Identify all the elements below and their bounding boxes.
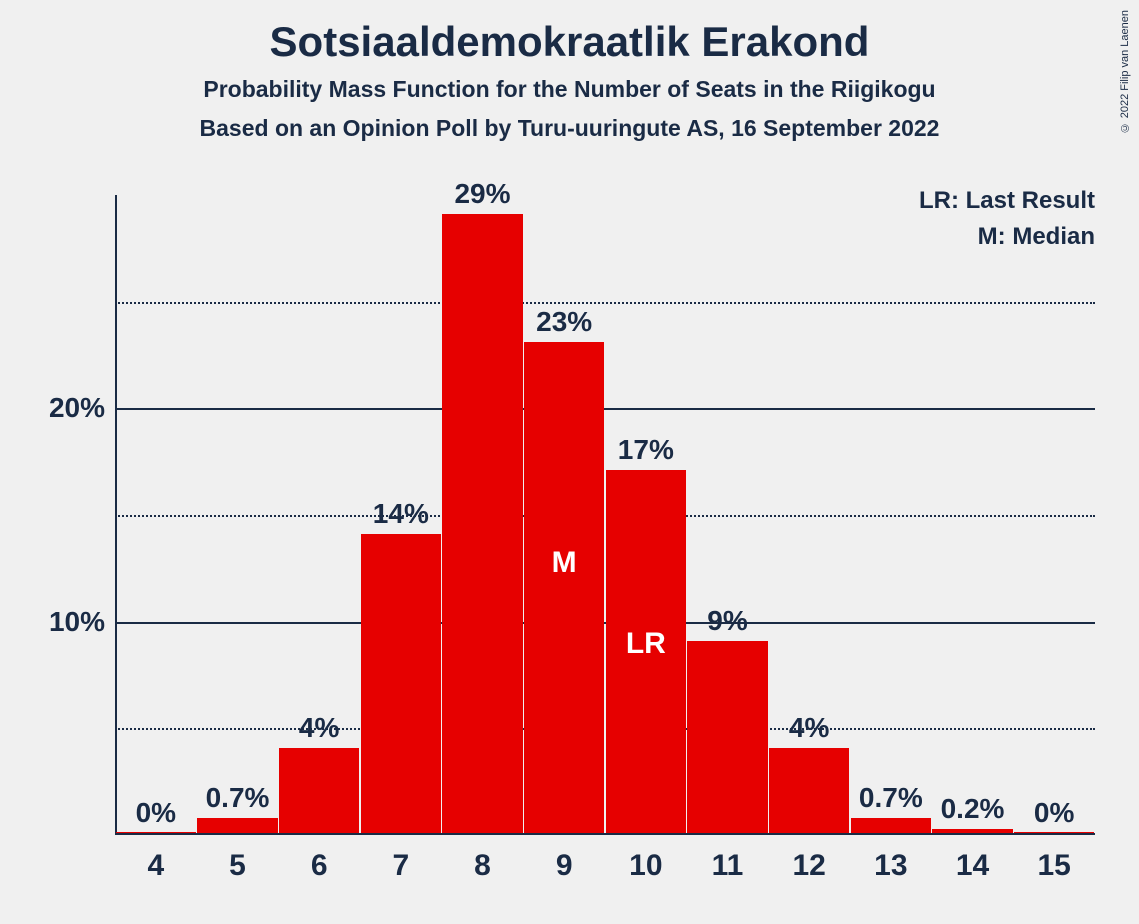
chart-subtitle-2: Based on an Opinion Poll by Turu-uuringu… [0,115,1139,142]
bar [361,534,441,833]
copyright-text: © 2022 Filip van Laenen [1119,10,1131,133]
bar [442,214,522,833]
chart-area: LR: Last Result M: Median 10%20%0%40.7%5… [115,195,1095,835]
bar-value-label: 0% [136,797,176,829]
chart-subtitle-1: Probability Mass Function for the Number… [0,76,1139,103]
legend-m: M: Median [978,223,1095,251]
last-result-marker: LR [626,627,666,661]
x-tick-label: 5 [229,849,246,883]
bar [1014,832,1094,833]
bar [524,342,604,833]
bar-value-label: 4% [789,712,829,744]
x-tick-label: 11 [712,849,744,883]
x-tick-label: 8 [474,849,491,883]
x-tick-label: 15 [1037,849,1070,883]
bar [279,748,359,833]
grid-major [115,408,1095,410]
median-marker: M [552,546,577,580]
bar [197,818,277,833]
bar [687,641,767,833]
y-tick-label: 10% [49,606,105,638]
x-tick-label: 12 [792,849,825,883]
x-axis [115,833,1095,835]
bar [769,748,849,833]
grid-minor [115,302,1095,304]
bar-value-label: 0.7% [206,782,270,814]
legend-lr: LR: Last Result [919,187,1095,215]
bar-value-label: 0.7% [859,782,923,814]
bar-value-label: 9% [707,605,747,637]
bar [932,829,1012,833]
x-tick-label: 6 [311,849,328,883]
y-tick-label: 20% [49,392,105,424]
title-block: Sotsiaaldemokraatlik Erakond Probability… [0,0,1139,142]
bar-value-label: 14% [373,498,429,530]
x-tick-label: 7 [392,849,409,883]
x-tick-label: 10 [629,849,662,883]
x-tick-label: 9 [556,849,573,883]
bar-value-label: 0% [1034,797,1074,829]
bar-value-label: 4% [299,712,339,744]
bar-value-label: 17% [618,434,674,466]
bar-value-label: 0.2% [941,793,1005,825]
x-tick-label: 14 [956,849,989,883]
bar-value-label: 23% [536,306,592,338]
chart-title: Sotsiaaldemokraatlik Erakond [0,18,1139,66]
bar [851,818,931,833]
bar [116,832,196,833]
x-tick-label: 13 [874,849,907,883]
bar-value-label: 29% [454,178,510,210]
x-tick-label: 4 [147,849,164,883]
